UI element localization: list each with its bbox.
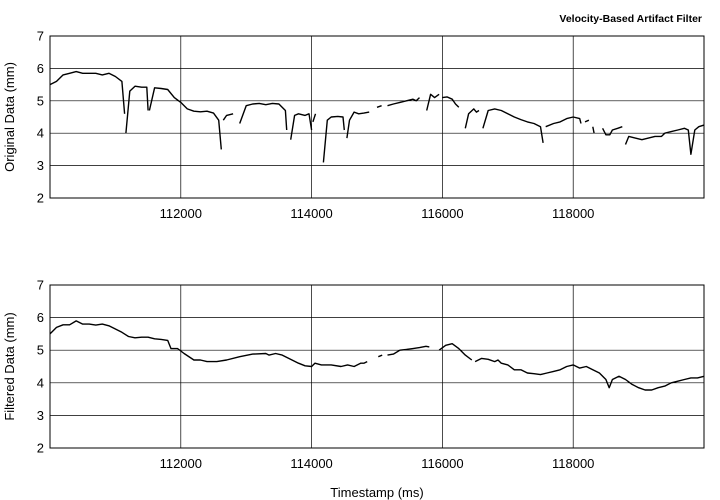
- y-axis-label: Filtered Data (mm): [2, 312, 17, 420]
- data-line-segment: [592, 126, 595, 134]
- data-line-segment: [49, 320, 368, 368]
- plot-frame: [49, 35, 705, 199]
- data-line-segment: [601, 126, 623, 136]
- data-line-segment: [474, 357, 705, 391]
- data-line-segment: [584, 119, 590, 123]
- y-tick-label: 2: [37, 441, 44, 456]
- x-tick-label: 112000: [160, 456, 202, 471]
- y-tick-label: 4: [37, 375, 44, 390]
- y-tick-label: 5: [37, 343, 44, 358]
- data-line-segment: [387, 345, 430, 356]
- y-tick-label: 6: [37, 61, 44, 76]
- x-tick-label: 114000: [290, 456, 332, 471]
- data-line-segment: [312, 113, 317, 123]
- y-tick-label: 3: [37, 158, 44, 173]
- data-line-segment: [378, 354, 383, 358]
- data-line-segment: [222, 113, 234, 121]
- data-line-segment: [438, 343, 473, 361]
- filtered-data-panel: 2 3 4 5 6 7 112000 114000 116000 118000 Filtered D…: [2, 278, 705, 500]
- data-line-segment: [376, 105, 382, 108]
- data-line-segment: [426, 93, 440, 111]
- data-line-segment: [442, 96, 460, 108]
- y-tick-label: 4: [37, 126, 44, 141]
- y-tick-label: 3: [37, 408, 44, 423]
- y-tick-label: 7: [37, 278, 44, 293]
- data-line-segment: [387, 97, 420, 107]
- data-line-segment: [624, 124, 705, 155]
- data-line-segment: [290, 113, 313, 140]
- data-line-segment: [125, 85, 149, 134]
- data-line-segment: [148, 87, 222, 150]
- x-tick-label: 116000: [421, 206, 463, 221]
- data-line-segment: [464, 108, 480, 129]
- y-tick-label: 5: [37, 93, 44, 108]
- y-tick-label: 2: [37, 191, 44, 206]
- y-axis-label: Original Data (mm): [2, 62, 17, 172]
- y-tick-label: 6: [37, 310, 44, 325]
- plot-frame: [49, 284, 705, 449]
- y-tick-label: 7: [37, 29, 44, 44]
- x-tick-label: 116000: [421, 456, 463, 471]
- x-axis-label: Timestamp (ms): [330, 485, 423, 500]
- data-line-segment: [239, 102, 288, 131]
- original-data-panel: 2 3 4 5 6 7 112000 114000 116000 118000 Original D…: [2, 29, 705, 221]
- data-line-segment: [482, 108, 544, 144]
- data-line-segment: [322, 115, 345, 163]
- x-tick-label: 112000: [160, 206, 202, 221]
- data-line-segment: [545, 116, 582, 128]
- x-tick-label: 118000: [552, 206, 594, 221]
- chart-title: Velocity-Based Artifact Filter: [559, 13, 702, 25]
- x-tick-label: 118000: [552, 456, 594, 471]
- data-line-segment: [49, 70, 126, 114]
- data-line-segment: [346, 111, 370, 139]
- x-tick-label: 114000: [290, 206, 332, 221]
